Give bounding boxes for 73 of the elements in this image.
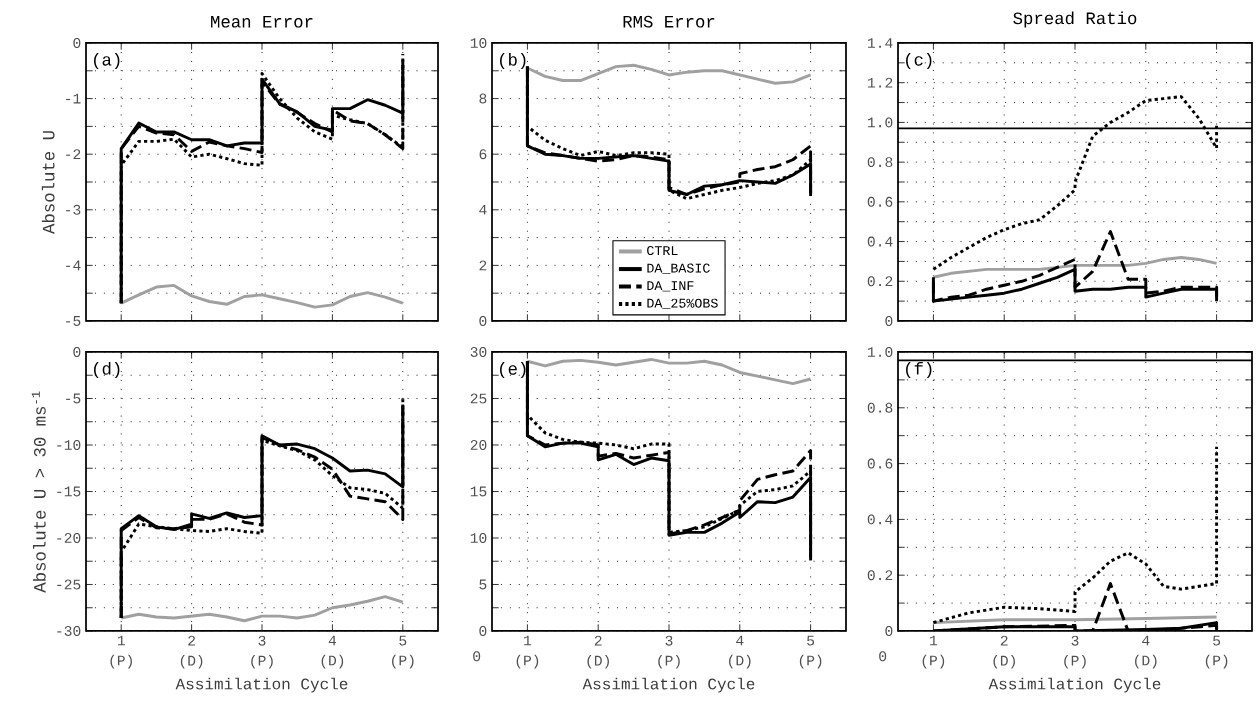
x-axis-title: Assimilation Cycle xyxy=(175,677,348,693)
y-tick-label: -20 xyxy=(57,533,81,543)
y-tick-label: -5 xyxy=(66,393,81,404)
y-tick-label: -5 xyxy=(66,316,81,326)
y-tick-label: 0 xyxy=(885,626,893,636)
y-tick-label: 0.6 xyxy=(867,458,893,469)
y-tick-label: 4 xyxy=(479,204,487,215)
x-tick-label: 4 (D) xyxy=(1135,635,1157,669)
x-axis-title: Assimilation Cycle xyxy=(988,677,1161,693)
x-axis-title: Assimilation Cycle xyxy=(582,677,755,693)
chart-title: Spread Ratio xyxy=(1013,11,1137,28)
y-tick-label: 30 xyxy=(470,347,487,357)
y-tick-label: 6 xyxy=(479,149,487,160)
y-tick-label: -25 xyxy=(57,579,81,590)
y-tick-label: 25 xyxy=(470,393,487,404)
y-tick-label: 1.2 xyxy=(867,77,893,88)
annotation: (f) xyxy=(906,361,932,379)
annotation: (b) xyxy=(500,52,526,70)
legend-label: DA_INF xyxy=(647,281,694,292)
y-tick-label: 10 xyxy=(470,38,487,48)
annotation: (d) xyxy=(94,361,120,379)
x-tick-label: 1 (P) xyxy=(110,635,132,669)
x-tick-label: 3 (P) xyxy=(658,635,680,669)
legend-label: CTRL xyxy=(647,246,678,256)
y-tick-label: 20 xyxy=(470,440,487,450)
y-tick-label: -15 xyxy=(57,486,81,497)
y-tick-label: 10 xyxy=(470,533,487,543)
y-tick-label: -4 xyxy=(66,260,81,271)
y-tick-label: 5 xyxy=(479,579,487,590)
legend-label: DA_25%OBS xyxy=(647,298,718,309)
y-tick-label: -30 xyxy=(57,626,81,636)
y-tick-label: 0 xyxy=(73,347,81,357)
y-axis-title: Absolute U xyxy=(41,131,55,234)
y-tick-label: 0.6 xyxy=(867,196,893,207)
x-tick-label: 2 (D) xyxy=(993,635,1015,669)
y-tick-label: 0 xyxy=(479,626,487,636)
annotation: (c) xyxy=(906,52,932,70)
x-tick-label: 5 (P) xyxy=(799,635,822,669)
y-tick-label: 0.2 xyxy=(867,570,893,581)
x-tick-label: 1 (P) xyxy=(516,635,539,669)
x-tick-label: 5 (P) xyxy=(392,635,414,669)
x-tick-label: 2 (D) xyxy=(587,635,609,669)
x-tick-label: 4 (D) xyxy=(321,635,344,669)
x-tick-label: 3 (P) xyxy=(251,635,273,669)
annotation: (e) xyxy=(500,361,526,379)
y-tick-label: -2 xyxy=(66,149,81,160)
x-tick-label: 1 (P) xyxy=(922,635,945,669)
y-tick-label: -3 xyxy=(66,204,81,215)
chart-title: RMS Error xyxy=(623,15,715,28)
y-tick-label: 15 xyxy=(470,486,487,497)
x-tick-label: 4 (D) xyxy=(729,635,751,669)
y-tick-label: 0.8 xyxy=(867,157,893,168)
y-tick-label: 2 xyxy=(479,260,487,271)
y-tick-label: -10 xyxy=(57,440,81,450)
x-tick-label: 2 (D) xyxy=(180,635,203,669)
x-tick-label: 5 (P) xyxy=(1205,635,1228,669)
y-axis-title: Absolute U > 30 ms$^{-1}$ xyxy=(31,391,46,593)
x-tick-label: 3 (P) xyxy=(1064,635,1086,669)
y-tick-label: -1 xyxy=(66,93,81,104)
y-tick-label: 0 xyxy=(885,316,893,326)
y-tick-label: 0 xyxy=(73,38,81,48)
y-tick-label: 8 xyxy=(479,93,487,104)
y-tick-label: 0.8 xyxy=(867,402,893,413)
y-tick-label: 0.2 xyxy=(867,276,893,287)
annotation: (a) xyxy=(94,52,120,70)
y-tick-label: 1.0 xyxy=(867,347,893,357)
y-tick-label: 0 xyxy=(479,316,487,326)
y-tick-label: 0.4 xyxy=(867,236,893,247)
legend-label: DA_BASIC xyxy=(647,263,710,274)
y-tick-label: 1.4 xyxy=(867,38,893,48)
y-tick-label: 0.4 xyxy=(867,514,893,525)
y-tick-label: 1.0 xyxy=(867,117,893,128)
chart-title: Mean Error xyxy=(211,16,313,28)
